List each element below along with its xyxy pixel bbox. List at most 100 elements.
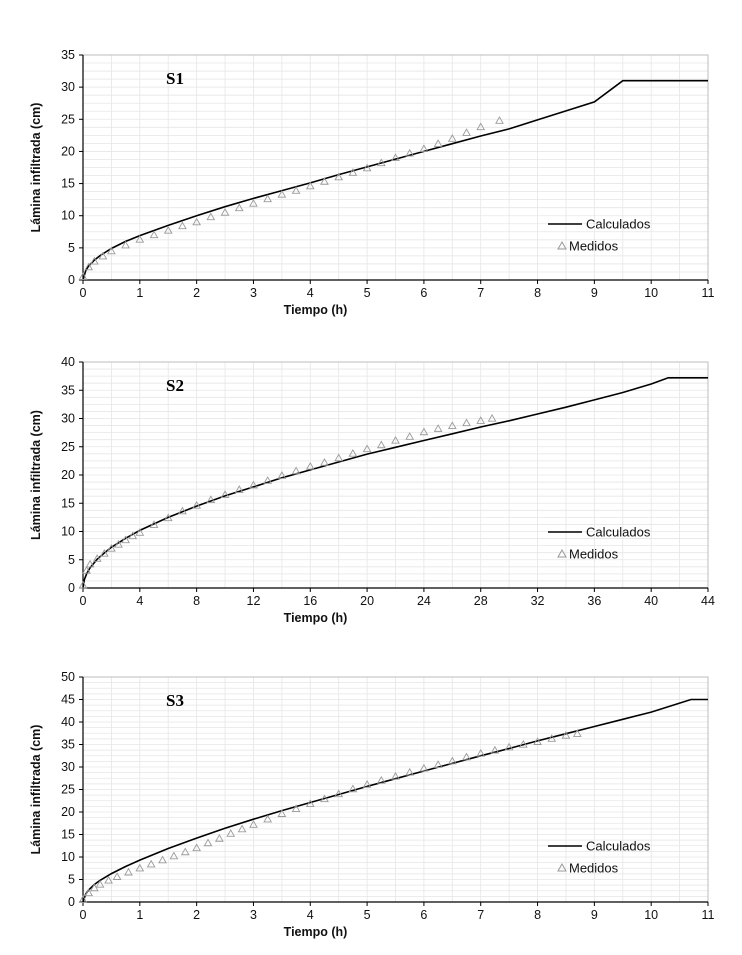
chart-panel-2: 0 4 8 12 16 20 24 28 32 36 40 44 0 5 10 15 20 25 30 35 40 Tie… xyxy=(29,355,715,625)
data-point-medido xyxy=(476,416,486,424)
series-markers-medidos xyxy=(78,413,497,589)
data-point-medido xyxy=(391,771,400,780)
data-point-medido xyxy=(135,234,145,243)
x-tick-label: 0 xyxy=(80,286,87,300)
x-axis-title: Tiempo (h) xyxy=(284,303,348,317)
legend-label: Calculados xyxy=(586,839,651,854)
data-point-medido xyxy=(433,760,443,768)
data-point-medido xyxy=(234,485,244,493)
y-tick-label: 25 xyxy=(61,783,75,797)
data-point-medido xyxy=(572,729,582,737)
data-point-medido xyxy=(263,476,273,484)
data-point-medido xyxy=(206,212,216,221)
data-point-medido xyxy=(376,440,386,449)
chart-panel-3: 0 1 2 3 4 5 6 7 8 9 10 1105101520253035404550Tiempo… xyxy=(29,670,715,939)
data-point-medido xyxy=(447,756,457,765)
data-point-medido xyxy=(158,855,167,864)
data-point-medido xyxy=(391,153,400,162)
data-point-medido xyxy=(291,804,301,812)
data-point-medido xyxy=(334,172,344,181)
data-point-medido xyxy=(206,495,216,504)
data-point-medido xyxy=(487,413,497,422)
data-point-medido xyxy=(334,453,344,462)
y-tick-label: 25 xyxy=(61,440,75,454)
data-point-medido xyxy=(146,859,156,868)
data-point-medido xyxy=(234,203,244,212)
data-point-medido xyxy=(163,225,173,234)
data-point-medido xyxy=(462,128,471,136)
data-point-medido xyxy=(291,466,301,475)
data-point-medido xyxy=(362,780,372,788)
x-tick-label: 4 xyxy=(307,908,314,922)
x-axis-title: Tiempo (h) xyxy=(284,611,348,625)
data-point-medido xyxy=(447,134,457,142)
data-point-medido xyxy=(180,847,190,856)
y-tick-label: 45 xyxy=(61,693,75,707)
x-tick-label: 3 xyxy=(250,908,257,922)
x-tick-label: 9 xyxy=(591,908,598,922)
data-point-medido xyxy=(149,230,159,239)
y-tick-label: 10 xyxy=(61,850,75,864)
data-point-medido xyxy=(447,421,457,429)
data-point-medido xyxy=(305,799,315,808)
x-tick-label: 8 xyxy=(534,908,541,922)
legend-label: Calculados xyxy=(586,217,651,232)
data-point-medido xyxy=(82,565,91,574)
data-point-medido xyxy=(92,554,102,562)
x-tick-label: 40 xyxy=(644,594,658,608)
legend-label: Medidos xyxy=(569,861,619,876)
x-tick-label: 4 xyxy=(136,594,143,608)
data-point-medido xyxy=(405,148,415,157)
data-point-medido xyxy=(214,834,224,842)
data-point-medido xyxy=(89,256,99,265)
data-point-medido xyxy=(203,838,213,847)
legend: Calculados Medidos xyxy=(548,839,651,876)
y-tick-label: 40 xyxy=(61,715,75,729)
panel-label: S3 xyxy=(166,691,184,710)
data-point-medido xyxy=(78,272,88,280)
y-axis-title: Lámina infiltrada (cm) xyxy=(29,725,43,855)
data-point-medido xyxy=(277,189,287,198)
y-tick-label: 30 xyxy=(61,80,75,94)
legend-swatch-triangle xyxy=(557,548,567,558)
x-tick-label: 24 xyxy=(417,594,431,608)
data-point-medido xyxy=(348,449,358,457)
data-point-medido xyxy=(561,730,571,739)
x-tick-label: 11 xyxy=(702,286,715,300)
data-point-medido xyxy=(495,116,504,124)
y-tick-label: 25 xyxy=(61,112,75,126)
y-tick-label: 10 xyxy=(61,209,75,223)
data-point-medido xyxy=(98,251,108,260)
data-point-medido xyxy=(320,177,329,185)
data-point-medido xyxy=(124,867,133,876)
y-tick-label: 15 xyxy=(61,496,75,510)
data-point-medido xyxy=(462,418,471,427)
data-point-medido xyxy=(178,506,187,515)
x-tick-label: 44 xyxy=(701,594,715,608)
legend-swatch-triangle xyxy=(557,862,567,872)
y-tick-label: 35 xyxy=(61,383,75,397)
panel-label: S2 xyxy=(166,376,184,395)
y-tick-label: 40 xyxy=(61,355,75,369)
x-tick-label: 5 xyxy=(364,908,371,922)
data-point-medido xyxy=(169,851,179,860)
x-tick-label: 2 xyxy=(193,286,200,300)
data-point-medido xyxy=(95,879,105,888)
y-tick-label: 20 xyxy=(61,805,75,819)
grid xyxy=(83,362,708,588)
series-markers-medidos xyxy=(78,116,504,280)
data-point-medido xyxy=(135,528,145,536)
x-tick-label: 11 xyxy=(702,908,715,922)
data-point-medido xyxy=(220,207,230,216)
data-point-medido xyxy=(320,458,329,466)
data-point-medido xyxy=(99,549,109,557)
y-tick-label: 15 xyxy=(61,828,75,842)
data-point-medido xyxy=(320,794,329,803)
data-point-medido xyxy=(419,427,429,436)
data-point-medido xyxy=(362,444,372,453)
data-point-medido xyxy=(84,888,94,897)
data-point-medido xyxy=(277,471,287,479)
data-point-medido xyxy=(226,829,236,837)
data-point-medido xyxy=(78,895,88,903)
x-tick-label: 0 xyxy=(80,594,87,608)
